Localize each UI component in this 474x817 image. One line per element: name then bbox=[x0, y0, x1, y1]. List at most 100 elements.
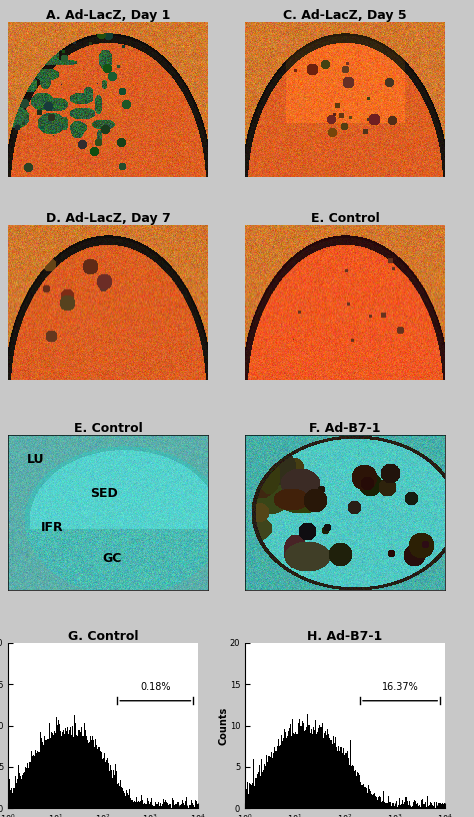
Bar bbox=[253, 759, 254, 808]
Bar bbox=[183, 805, 185, 808]
Bar bbox=[68, 734, 69, 808]
Bar bbox=[303, 723, 304, 808]
Bar bbox=[139, 802, 140, 808]
Y-axis label: Counts: Counts bbox=[218, 707, 228, 744]
Bar bbox=[346, 751, 347, 808]
Bar bbox=[360, 782, 361, 808]
Bar bbox=[376, 797, 377, 808]
Bar bbox=[444, 803, 445, 808]
Bar bbox=[255, 779, 256, 808]
Bar bbox=[373, 793, 374, 808]
Bar bbox=[76, 735, 77, 808]
Bar bbox=[13, 788, 14, 808]
Bar bbox=[46, 740, 47, 808]
Bar bbox=[398, 805, 399, 808]
Bar bbox=[180, 805, 181, 808]
Bar bbox=[428, 806, 429, 808]
Bar bbox=[410, 806, 411, 808]
Bar bbox=[140, 801, 141, 808]
Text: 16.37%: 16.37% bbox=[382, 682, 419, 693]
Bar bbox=[385, 803, 386, 808]
Bar bbox=[98, 747, 99, 808]
Bar bbox=[28, 768, 29, 808]
Bar bbox=[117, 784, 118, 808]
Bar bbox=[23, 773, 24, 808]
Bar bbox=[163, 799, 164, 808]
Bar bbox=[169, 804, 170, 808]
Bar bbox=[167, 803, 168, 808]
Bar bbox=[314, 730, 315, 808]
Bar bbox=[52, 733, 53, 808]
Bar bbox=[278, 739, 279, 808]
Bar bbox=[285, 732, 286, 808]
Bar bbox=[153, 806, 154, 808]
Bar bbox=[282, 741, 283, 808]
Bar bbox=[159, 806, 160, 808]
Bar bbox=[320, 727, 321, 808]
Bar bbox=[286, 738, 287, 808]
Bar bbox=[388, 796, 389, 808]
Bar bbox=[313, 727, 314, 808]
Bar bbox=[26, 768, 27, 808]
Bar bbox=[123, 791, 124, 808]
Bar bbox=[112, 778, 113, 808]
Bar bbox=[414, 800, 415, 808]
Bar bbox=[315, 720, 316, 808]
Bar bbox=[109, 771, 110, 808]
Bar bbox=[290, 725, 291, 808]
Bar bbox=[75, 723, 76, 808]
Bar bbox=[38, 752, 39, 808]
Bar bbox=[14, 788, 15, 808]
Bar bbox=[126, 797, 127, 808]
Bar bbox=[96, 745, 97, 808]
Bar bbox=[416, 804, 417, 808]
Bar bbox=[41, 738, 42, 808]
Bar bbox=[71, 735, 72, 808]
Bar bbox=[336, 737, 337, 808]
Bar bbox=[54, 731, 55, 808]
Bar bbox=[45, 739, 46, 808]
Bar bbox=[261, 759, 262, 808]
Bar bbox=[389, 801, 390, 808]
Bar bbox=[150, 802, 151, 808]
Bar bbox=[122, 788, 123, 808]
Bar bbox=[172, 798, 173, 808]
Bar bbox=[106, 760, 107, 808]
Bar bbox=[296, 734, 297, 808]
Bar bbox=[318, 732, 319, 808]
Bar bbox=[272, 758, 273, 808]
Bar bbox=[356, 772, 357, 808]
Bar bbox=[120, 780, 121, 808]
Bar bbox=[147, 798, 148, 808]
Bar bbox=[379, 797, 380, 808]
Bar bbox=[411, 807, 412, 808]
Bar bbox=[187, 801, 188, 808]
Bar bbox=[304, 731, 305, 808]
Bar bbox=[138, 801, 139, 808]
Bar bbox=[90, 736, 91, 808]
Bar bbox=[97, 749, 98, 808]
Bar bbox=[403, 804, 404, 808]
Bar bbox=[143, 804, 144, 808]
Bar bbox=[11, 788, 12, 808]
Bar bbox=[399, 797, 400, 808]
Bar bbox=[51, 731, 52, 808]
Bar bbox=[164, 801, 165, 808]
Bar bbox=[354, 771, 355, 808]
Bar bbox=[133, 802, 134, 808]
Bar bbox=[176, 804, 177, 808]
Text: GC: GC bbox=[102, 552, 122, 565]
Bar bbox=[116, 771, 117, 808]
Bar bbox=[339, 751, 340, 808]
Bar bbox=[47, 739, 48, 808]
Bar bbox=[257, 774, 258, 808]
Text: H. Ad-B7-1: H. Ad-B7-1 bbox=[307, 630, 383, 643]
Text: E. Control: E. Control bbox=[310, 212, 379, 225]
Bar bbox=[119, 786, 120, 808]
Bar bbox=[347, 758, 348, 808]
Bar bbox=[93, 739, 94, 808]
Bar bbox=[130, 798, 131, 808]
Bar bbox=[115, 765, 116, 808]
Bar bbox=[256, 779, 257, 808]
Bar bbox=[298, 723, 299, 808]
